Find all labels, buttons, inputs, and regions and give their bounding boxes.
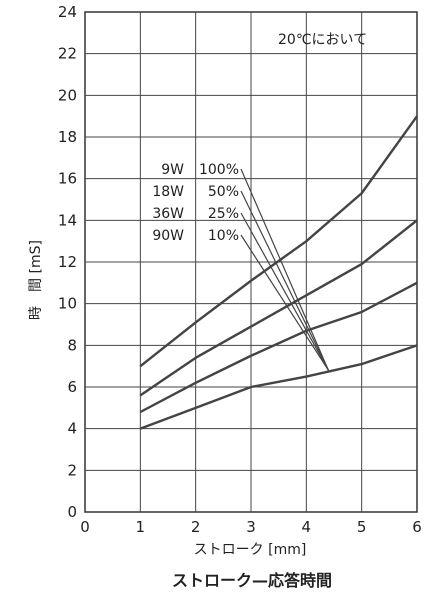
y-tick-label: 24	[58, 3, 77, 21]
legend-percent: 10%	[208, 228, 239, 244]
y-tick-label: 16	[58, 170, 77, 188]
legend-leader	[240, 190, 330, 371]
y-tick-label: 22	[58, 45, 77, 63]
annotation: 20℃において	[278, 32, 367, 48]
legend-wattage: 90W	[152, 228, 184, 244]
legend-leader	[240, 168, 330, 371]
y-tick-label: 0	[67, 503, 77, 521]
series-line	[139, 344, 418, 430]
y-tick-label: 4	[67, 420, 77, 438]
x-tick-label: 5	[357, 518, 367, 536]
x-tick-label: 0	[80, 518, 90, 536]
x-tick-label: 3	[246, 518, 256, 536]
y-tick-label: 2	[67, 461, 77, 479]
series-line	[139, 281, 418, 414]
grid	[85, 12, 417, 512]
series-line	[139, 219, 418, 397]
legend-percent: 50%	[208, 184, 239, 200]
x-tick-label: 4	[302, 518, 312, 536]
y-tick-label: 18	[58, 128, 77, 146]
legend-wattage: 18W	[152, 184, 184, 200]
x-tick-label: 1	[136, 518, 146, 536]
y-tick-label: 20	[58, 86, 77, 104]
legend-leader	[240, 234, 329, 371]
x-tick-label: 2	[191, 518, 201, 536]
series-lines	[139, 115, 418, 430]
y-axis-label: 時 間 [mS]	[28, 240, 44, 320]
legend: 9W 100% 18W 50% 36W 25% 90W 10%	[152, 162, 330, 371]
legend-percent: 25%	[208, 206, 239, 222]
legend-percent: 100%	[199, 162, 239, 178]
y-tick-label: 14	[58, 211, 77, 229]
series-line	[139, 115, 418, 368]
legend-wattage: 9W	[161, 162, 184, 178]
legend-wattage: 36W	[152, 206, 184, 222]
chart-title: ストローク—応答時間	[172, 571, 332, 590]
x-tick-label: 6	[412, 518, 422, 536]
x-axis-label: ストローク [mm]	[194, 542, 307, 558]
legend-leader	[240, 212, 329, 371]
y-tick-label: 6	[67, 378, 77, 396]
y-tick-label: 10	[58, 295, 77, 313]
y-tick-label: 12	[58, 253, 77, 271]
y-tick-label: 8	[67, 336, 77, 354]
